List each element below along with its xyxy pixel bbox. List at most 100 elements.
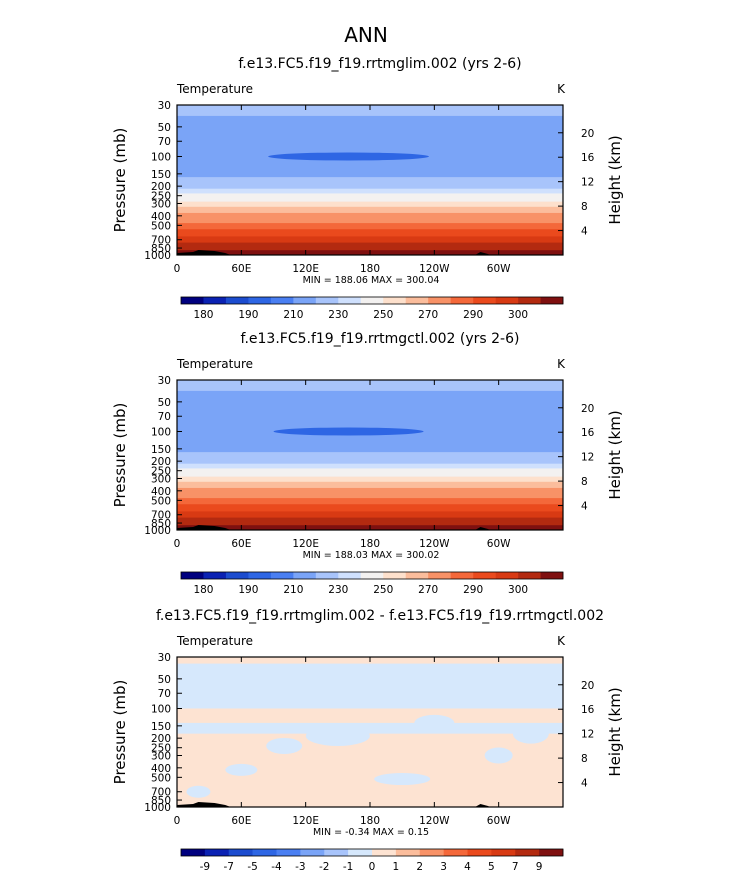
y-tick-label: 30 (158, 100, 171, 112)
y-tick-label: 1000 (144, 250, 171, 262)
y-tick-label: 850 (151, 795, 171, 807)
y-tick-label: 300 (151, 473, 171, 485)
colorbar-swatch (495, 297, 519, 304)
colorbar-swatch (204, 849, 230, 856)
y-tick-label: 250 (151, 466, 171, 478)
y2-tick-label: 4 (581, 501, 588, 513)
y-tick-label: 300 (151, 750, 171, 762)
y-tick-label: 200 (151, 181, 171, 193)
units-label: K (557, 82, 566, 96)
topography (475, 804, 491, 807)
y-tick-label: 100 (151, 152, 171, 164)
temperature-band (177, 206, 563, 214)
topography (475, 252, 491, 255)
colorbar-swatch (225, 572, 249, 579)
y-tick-label: 700 (151, 787, 171, 799)
units-label: K (557, 634, 566, 648)
temperature-band (177, 105, 563, 117)
x-tick-label: 60W (487, 263, 511, 275)
x-tick-label: 60E (231, 815, 251, 827)
colorbar-swatch (276, 849, 301, 856)
difference-patch (512, 723, 549, 744)
colorbar-swatch (405, 572, 429, 579)
difference-patch (414, 714, 455, 731)
y-axis-title: Pressure (mb) (111, 403, 129, 508)
y-tick-label: 700 (151, 510, 171, 522)
colorbar-label: 270 (418, 584, 438, 596)
colorbar-label: 5 (488, 861, 495, 872)
y-tick-label: 850 (151, 243, 171, 255)
colorbar-swatch (428, 572, 451, 579)
difference-patch (305, 725, 370, 746)
colorbar-swatch (181, 572, 204, 579)
colorbar-label: 250 (373, 309, 393, 321)
panel-title: f.e13.FC5.f19_f19.rrtmglim.002 (yrs 2-6) (238, 56, 521, 72)
y2-tick-label: 8 (581, 753, 588, 765)
difference-patch (374, 773, 431, 786)
temperature-band (177, 169, 563, 178)
contour-field (177, 105, 563, 255)
y2-tick-label: 8 (581, 201, 588, 213)
y-tick-label: 150 (151, 169, 171, 181)
difference-patch (225, 763, 258, 776)
contour-field (177, 380, 563, 530)
y-tick-label: 30 (158, 652, 171, 664)
colorbar-swatch (495, 572, 519, 579)
y-tick-label: 150 (151, 444, 171, 456)
colorbar-swatch (518, 572, 541, 579)
colorbar-swatch (473, 572, 496, 579)
y-tick-label: 500 (151, 772, 171, 784)
colorbar-frame (180, 571, 564, 580)
temperature-band (177, 242, 563, 251)
y-tick-label: 70 (158, 688, 171, 700)
temperature-band (177, 511, 563, 519)
panel-difference-temperature: f.e13.FC5.f19_f19.rrtmglim.002 - f.e13.F… (111, 608, 624, 872)
difference-band (177, 708, 563, 724)
colorbar-label: 2 (416, 861, 423, 872)
temperature-band (177, 380, 563, 392)
colorbar-label: 210 (283, 584, 303, 596)
colorbar-swatch (270, 297, 294, 304)
temperature-band (177, 236, 563, 244)
temperature-band (177, 409, 563, 425)
y-tick-label: 250 (151, 191, 171, 203)
y2-tick-label: 20 (581, 403, 594, 415)
x-tick-label: 120W (419, 815, 450, 827)
x-tick-label: 180 (360, 815, 380, 827)
x-tick-label: 180 (360, 538, 380, 550)
colorbar-swatch (405, 297, 429, 304)
colorbar-swatch (315, 572, 339, 579)
topography (177, 802, 231, 807)
y-tick-label: 250 (151, 743, 171, 755)
variable-label: Temperature (176, 357, 253, 371)
temperature-band (177, 476, 563, 483)
y2-tick-label: 4 (581, 778, 588, 790)
colorbar-label: 0 (369, 861, 376, 872)
x-tick-label: 0 (174, 815, 181, 827)
stats-label: MIN = -0.34 MAX = 0.15 (313, 827, 429, 838)
temperature-band (177, 498, 563, 505)
y-axis-title: Pressure (mb) (111, 128, 129, 233)
x-tick-label: 120E (292, 263, 319, 275)
temperature-band (177, 212, 563, 219)
panel-control-temperature: f.e13.FC5.f19_f19.rrtmgctl.002 (yrs 2-6)… (111, 331, 624, 596)
colorbar-swatch (360, 572, 384, 579)
temperature-band (177, 134, 563, 150)
colorbar-swatch (181, 849, 206, 856)
colorbar-swatch (248, 297, 272, 304)
colorbar-swatch (473, 297, 496, 304)
y-tick-label: 400 (151, 211, 171, 223)
x-tick-label: 60E (231, 263, 251, 275)
colorbar-label: 210 (283, 309, 303, 321)
colorbar-label: 3 (440, 861, 447, 872)
y-tick-label: 500 (151, 220, 171, 232)
colorbar-label: -3 (295, 861, 305, 872)
colorbar-swatch (395, 849, 421, 856)
temperature-band (177, 452, 563, 459)
y-tick-label: 500 (151, 495, 171, 507)
y-tick-label: 1000 (144, 802, 171, 814)
x-tick-label: 60E (231, 538, 251, 550)
stats-label: MIN = 188.03 MAX = 300.02 (303, 550, 440, 561)
colorbar-swatch (515, 849, 540, 856)
